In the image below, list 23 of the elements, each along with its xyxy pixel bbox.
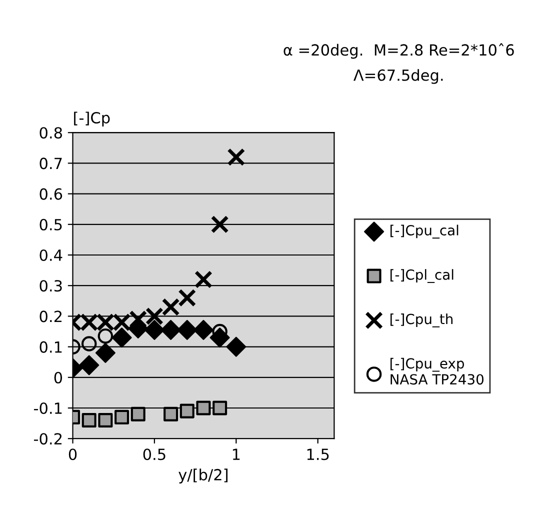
x-axis-title: y/[b/2]	[178, 468, 228, 484]
y-tick-label: 0.5	[40, 218, 62, 230]
y-tick-label: 0.4	[40, 249, 62, 262]
legend-label: [-]Cpu_cal	[390, 224, 458, 239]
y-tick-label: 0.3	[40, 280, 62, 292]
legend-label: [-]Cpl_cal	[390, 269, 454, 283]
y-axis-title: [-]Cp	[74, 112, 110, 126]
y-tick-label: -0.1	[34, 402, 62, 414]
y-tick-label: 0	[54, 372, 62, 384]
y-tick-label: 0.6	[40, 188, 62, 200]
legend-label: [-]Cpu_exp NASA TP2430	[390, 358, 484, 385]
y-tick-label: 0.1	[40, 341, 62, 353]
legend-label: [-]Cpu_th	[390, 314, 452, 328]
y-tick-label: -0.2	[34, 433, 62, 445]
y-tick-label: 0.8	[40, 127, 62, 139]
text: α =20deg. M=2.8 Re=2*10ˆ6	[284, 43, 514, 59]
x-tick-label: 0.5	[143, 448, 166, 460]
text: Λ=67.5deg.	[354, 69, 443, 84]
x-tick-label: 1.5	[307, 448, 329, 460]
y-tick-label: 0.7	[40, 158, 62, 170]
x-tick-label: 1	[232, 448, 240, 460]
x-tick-label: 0	[68, 448, 77, 460]
y-tick-label: 0.2	[40, 310, 62, 322]
